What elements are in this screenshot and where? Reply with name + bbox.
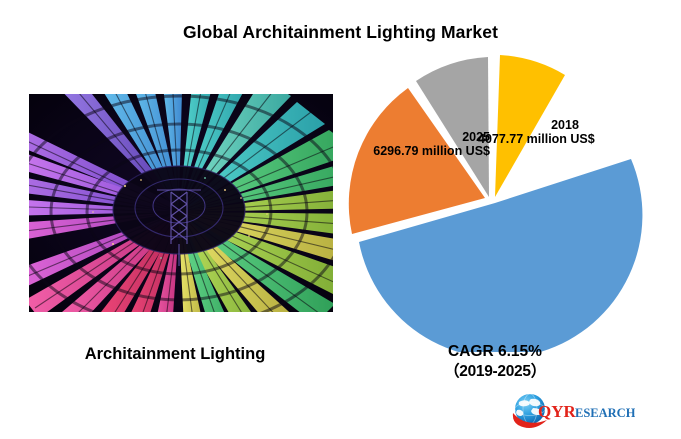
logo-text-qyr: QYR	[538, 402, 577, 421]
photo-illustration	[29, 94, 333, 312]
market-pie-chart	[340, 52, 650, 352]
pie-slice-yellow	[495, 55, 565, 197]
architainment-lighting-photo	[29, 94, 333, 312]
cagr-annotation: CAGR 6.15% （2019-2025）	[355, 342, 635, 382]
pie-label-2018-value: 4077.77 million US$	[478, 132, 595, 146]
pie-label-2018-year: 2018	[551, 118, 579, 132]
pie-slice-gray	[416, 57, 489, 197]
pie-slice-2018	[359, 159, 643, 352]
qyresearch-logo-svg: QYR ESEARCH	[512, 393, 635, 429]
page-title: Global Architainment Lighting Market	[182, 22, 499, 42]
logo-text-esearch: ESEARCH	[575, 406, 635, 420]
cagr-value: CAGR 6.15%	[448, 343, 542, 360]
pie-label-2018: 2018 4077.77 million US$	[478, 118, 608, 146]
swoosh-icon	[512, 413, 547, 429]
pie-slice-2025	[348, 88, 485, 234]
pie-label-2025: 2025 6296.79 million US$	[355, 130, 490, 158]
pie-chart-svg	[348, 55, 643, 352]
photo-caption: Architainment Lighting	[84, 345, 266, 363]
pie-label-2025-value: 6296.79 million US$	[373, 144, 490, 158]
qyresearch-logo: QYR ESEARCH	[505, 391, 635, 431]
cagr-period: （2019-2025）	[444, 362, 546, 380]
pie-label-2025-year: 2025	[462, 130, 490, 144]
